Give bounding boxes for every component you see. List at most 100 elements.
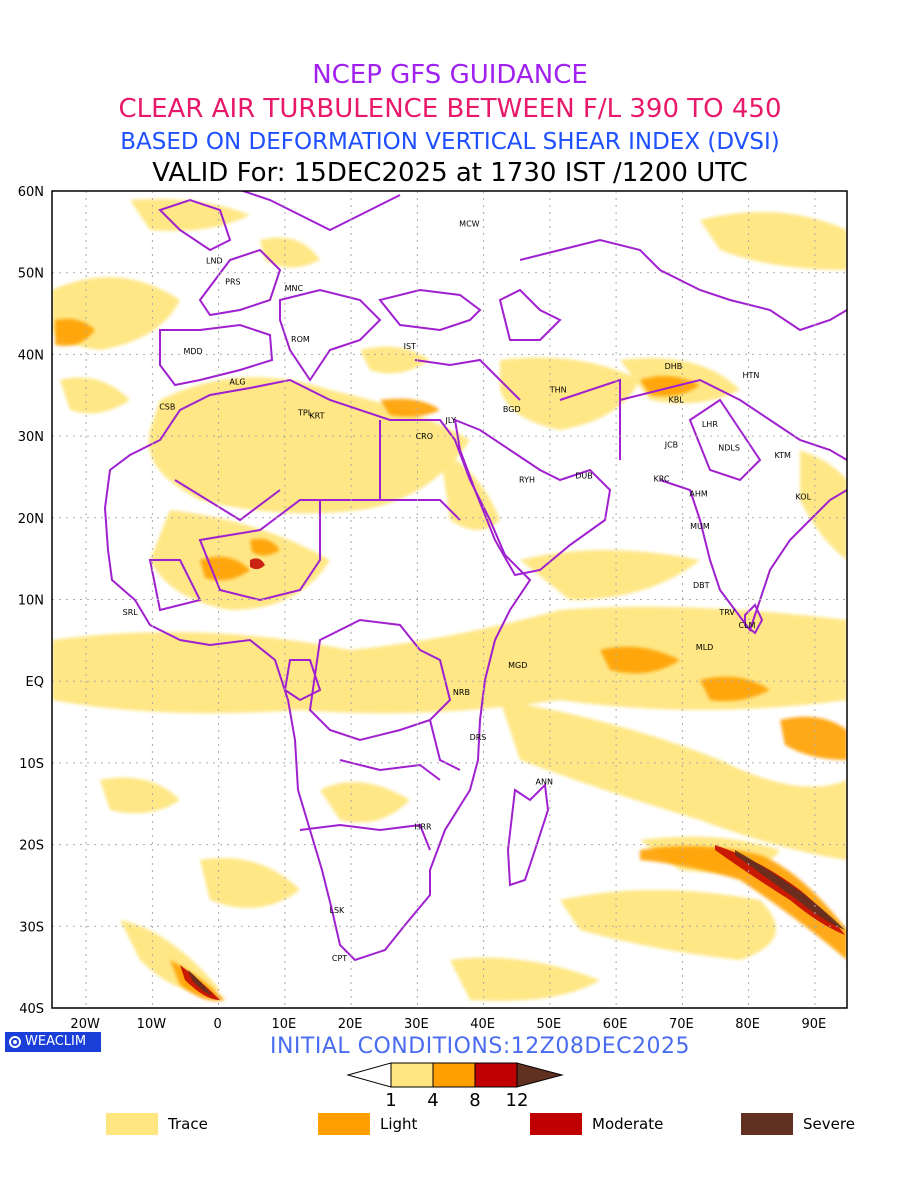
city-label: MUM — [690, 522, 710, 531]
longitude-label: 60E — [603, 1017, 628, 1032]
latitude-label: 30N — [18, 430, 44, 445]
latitude-label: 10N — [18, 594, 44, 609]
colorbar-over-arrow — [516, 1062, 564, 1088]
longitude-label: 20E — [338, 1017, 363, 1032]
city-label: JCB — [664, 440, 678, 449]
city-label: KRC — [654, 475, 670, 484]
colorbar-tick: 12 — [506, 1090, 529, 1111]
city-label: HRR — [414, 823, 432, 832]
latitude-labels: 60N 50N 40N 30N 20N 10N EQ 10S 20S 30S 40S — [18, 185, 44, 1017]
legend-label: Trace — [168, 1115, 208, 1133]
legend-item-light: Light — [318, 1112, 417, 1136]
colorbar-tick: 1 — [385, 1090, 396, 1111]
colorbar-tick: 4 — [427, 1090, 438, 1111]
legend-swatch — [530, 1113, 582, 1135]
valid-time: VALID For: 15DEC2025 at 1730 IST /1200 U… — [152, 158, 748, 188]
city-label: DHB — [665, 362, 683, 371]
city-label: CSB — [159, 403, 175, 412]
title-line-2: CLEAR AIR TURBULENCE BETWEEN F/L 390 TO … — [118, 94, 782, 124]
initial-conditions: INITIAL CONDITIONS:12Z08DEC2025 — [269, 1034, 691, 1059]
title-line-1: NCEP GFS GUIDANCE — [312, 60, 588, 90]
colorbar-under-arrow — [346, 1062, 392, 1088]
city-label: ROM — [291, 335, 310, 344]
latitude-label: EQ — [26, 675, 44, 690]
city-label: BGD — [503, 405, 521, 414]
latitude-label: 40S — [19, 1002, 44, 1017]
coastlines-and-borders — [103, 191, 847, 962]
colorbar-tick: 8 — [469, 1090, 480, 1111]
graticule — [52, 191, 847, 1008]
colorbar-bin-trace — [390, 1062, 434, 1088]
city-label: AHM — [689, 489, 707, 498]
city-label: SRL — [123, 608, 139, 617]
longitude-label: 40E — [470, 1017, 495, 1032]
longitude-label: 50E — [536, 1017, 561, 1032]
city-label: TPL — [297, 408, 313, 417]
legend-item-moderate: Moderate — [530, 1112, 663, 1136]
city-label: ANN — [536, 778, 553, 787]
latitude-label: 60N — [18, 185, 44, 200]
city-label: IST — [404, 342, 416, 351]
longitude-label: 10E — [271, 1017, 296, 1032]
city-label: MNC — [285, 284, 304, 293]
city-label: LHR — [702, 420, 718, 429]
legend-swatch — [318, 1113, 370, 1135]
longitude-labels: 20W 10W 0 10E 20E 30E 40E 50E 60E 70E 80E 90E — [70, 1017, 826, 1032]
legend-swatch — [106, 1113, 158, 1135]
city-label: DUB — [575, 471, 593, 480]
city-label: HTN — [742, 371, 759, 380]
latitude-label: 10S — [19, 757, 44, 772]
city-label: DRS — [470, 733, 487, 742]
longitude-label: 90E — [801, 1017, 826, 1032]
plot-frame — [51, 190, 848, 1009]
city-label: PRS — [225, 278, 240, 287]
latitude-label: 40N — [18, 348, 44, 363]
city-label: MGD — [508, 661, 527, 670]
weaclim-logo: WEACLIM — [5, 1032, 101, 1052]
city-label: JLY — [445, 416, 457, 425]
city-label: MCW — [459, 220, 479, 229]
legend-label: Moderate — [592, 1115, 664, 1133]
city-label: KTM — [775, 451, 792, 460]
city-label: ALG — [229, 377, 245, 386]
legend-item-severe: Severe — [741, 1112, 855, 1136]
longitude-label: 20W — [70, 1017, 100, 1032]
city-label: CLM — [738, 621, 755, 630]
city-label: NRB — [453, 688, 470, 697]
longitude-label: 30E — [404, 1017, 429, 1032]
legend-label: Severe — [803, 1115, 855, 1133]
city-label: MDD — [183, 347, 202, 356]
legend-item-trace: Trace — [106, 1112, 208, 1136]
brand-label: WEACLIM — [25, 1034, 87, 1049]
latitude-label: 20N — [18, 512, 44, 527]
city-label: RYH — [519, 475, 535, 484]
colorbar-bin-light — [432, 1062, 476, 1088]
trace-areas — [52, 199, 847, 1001]
city-label: MLD — [696, 643, 714, 652]
latitude-label: 30S — [19, 920, 44, 935]
city-label: NDLS — [718, 444, 740, 453]
city-label: THN — [549, 386, 567, 395]
legend-label: Light — [380, 1115, 418, 1133]
city-label: CRO — [416, 432, 433, 441]
city-label: KOL — [795, 493, 811, 502]
city-label: KBL — [668, 395, 684, 404]
city-label: LSK — [329, 906, 345, 915]
latitude-label: 20S — [19, 839, 44, 854]
title-line-3: BASED ON DEFORMATION VERTICAL SHEAR INDE… — [120, 129, 780, 155]
globe-icon — [9, 1036, 21, 1048]
legend-swatch — [741, 1113, 793, 1135]
turbulence-fields — [52, 199, 847, 1001]
severe-areas — [188, 850, 845, 995]
city-label: TRV — [718, 608, 735, 617]
longitude-label: 10W — [137, 1017, 167, 1032]
latitude-label: 50N — [18, 267, 44, 282]
longitude-label: 70E — [669, 1017, 694, 1032]
city-label: LND — [206, 256, 223, 265]
city-label: DBT — [693, 581, 710, 590]
longitude-label: 80E — [735, 1017, 760, 1032]
city-label: KRT — [309, 412, 324, 421]
longitude-label: 0 — [213, 1017, 221, 1032]
